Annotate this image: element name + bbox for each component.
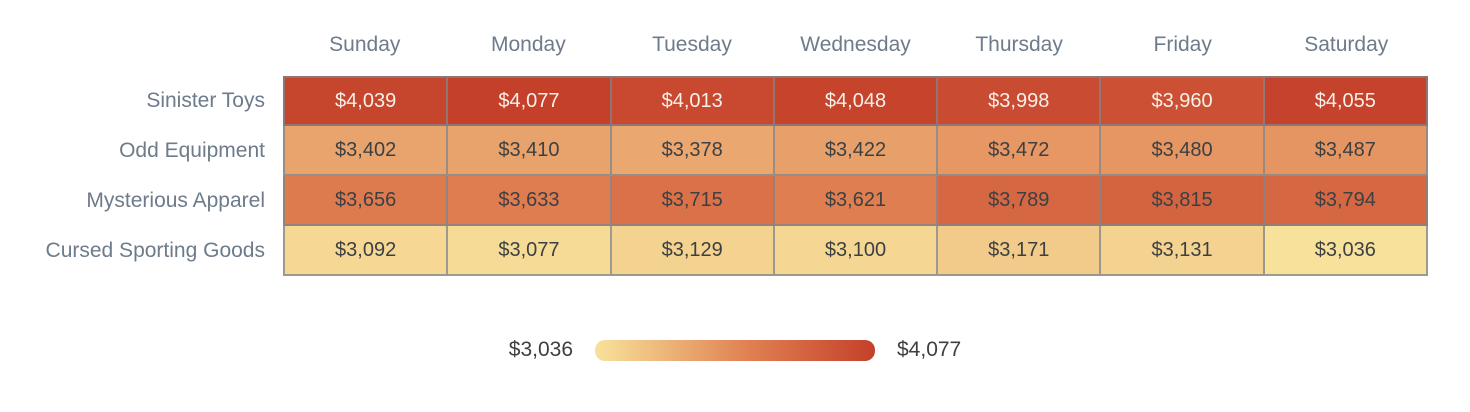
- heatmap-cell[interactable]: $4,013: [611, 76, 775, 126]
- heatmap-cell[interactable]: $3,487: [1264, 126, 1428, 176]
- row-cells: $3,092 $3,077 $3,129 $3,100 $3,171 $3,131 $3,0…: [283, 226, 1428, 276]
- heatmap-cell[interactable]: $3,715: [611, 176, 775, 226]
- heatmap-cell[interactable]: $3,129: [611, 226, 775, 276]
- heatmap-cell[interactable]: $4,077: [448, 76, 612, 126]
- heatmap-cell[interactable]: $4,048: [774, 76, 939, 126]
- column-headers: Sunday Monday Tuesday Wednesday Thursday Frid…: [283, 24, 1428, 66]
- heatmap-body: Sinister Toys $4,039 $4,077 $4,013 $4,048 $3,…: [0, 76, 1470, 276]
- heatmap-row: Mysterious Apparel $3,656 $3,633 $3,715 $3,6…: [0, 176, 1470, 226]
- heatmap-cell[interactable]: $3,472: [938, 126, 1102, 176]
- heatmap-cell[interactable]: $3,402: [283, 126, 449, 176]
- heatmap-row: Odd Equipment $3,402 $3,410 $3,378 $3,422 $3,…: [0, 126, 1470, 176]
- row-label: Mysterious Apparel: [86, 189, 265, 212]
- legend: $3,036 $4,077: [0, 338, 1470, 362]
- heatmap-cell[interactable]: $3,656: [283, 176, 449, 226]
- row-label: Cursed Sporting Goods: [45, 239, 265, 262]
- heatmap-cell[interactable]: $3,794: [1264, 176, 1428, 226]
- header-spacer: [0, 24, 283, 66]
- heatmap-cell[interactable]: $3,621: [774, 176, 939, 226]
- column-header-wednesday: Wednesday: [800, 33, 911, 56]
- heatmap-row: Sinister Toys $4,039 $4,077 $4,013 $4,048 $3,…: [0, 76, 1470, 126]
- heatmap-cell[interactable]: $4,055: [1264, 76, 1428, 126]
- heatmap-cell[interactable]: $3,100: [774, 226, 939, 276]
- row-cells: $3,656 $3,633 $3,715 $3,621 $3,789 $3,815 $3,7…: [283, 176, 1428, 226]
- heatmap-cell[interactable]: $3,789: [938, 176, 1102, 226]
- row-label: Odd Equipment: [119, 139, 265, 162]
- legend-min-label: $3,036: [508, 338, 573, 361]
- heatmap-cell[interactable]: $4,039: [283, 76, 449, 126]
- heatmap-cell[interactable]: $3,815: [1101, 176, 1265, 226]
- row-cells: $3,402 $3,410 $3,378 $3,422 $3,472 $3,480 $3,4…: [283, 126, 1428, 176]
- heatmap-cell[interactable]: $3,171: [938, 226, 1102, 276]
- heatmap-cell[interactable]: $3,131: [1101, 226, 1265, 276]
- heatmap-cell[interactable]: $3,998: [938, 76, 1102, 126]
- heatmap-cell[interactable]: $3,077: [448, 226, 612, 276]
- column-header-saturday: Saturday: [1304, 33, 1389, 56]
- column-header-sunday: Sunday: [329, 33, 401, 56]
- heatmap-cell[interactable]: $3,960: [1101, 76, 1265, 126]
- sales-heatmap: Sunday Monday Tuesday Wednesday Thursday Frid…: [0, 24, 1470, 362]
- heatmap-cell[interactable]: $3,410: [448, 126, 612, 176]
- heatmap-cell[interactable]: $3,480: [1101, 126, 1265, 176]
- heatmap-cell[interactable]: $3,036: [1264, 226, 1428, 276]
- legend-max-label: $4,077: [897, 338, 962, 361]
- column-header-friday: Friday: [1153, 33, 1212, 56]
- row-cells: $4,039 $4,077 $4,013 $4,048 $3,998 $3,960 $4,0…: [283, 76, 1428, 126]
- column-header-thursday: Thursday: [975, 33, 1063, 56]
- column-header-monday: Monday: [491, 33, 566, 56]
- heatmap-row: Cursed Sporting Goods $3,092 $3,077 $3,129 $…: [0, 226, 1470, 276]
- row-label: Sinister Toys: [146, 89, 265, 112]
- header-row: Sunday Monday Tuesday Wednesday Thursday Frid…: [0, 24, 1470, 66]
- heatmap-cell[interactable]: $3,633: [448, 176, 612, 226]
- legend-gradient-bar: [595, 339, 875, 361]
- column-header-tuesday: Tuesday: [652, 33, 732, 56]
- heatmap-cell[interactable]: $3,092: [283, 226, 449, 276]
- heatmap-cell[interactable]: $3,422: [774, 126, 939, 176]
- heatmap-cell[interactable]: $3,378: [611, 126, 775, 176]
